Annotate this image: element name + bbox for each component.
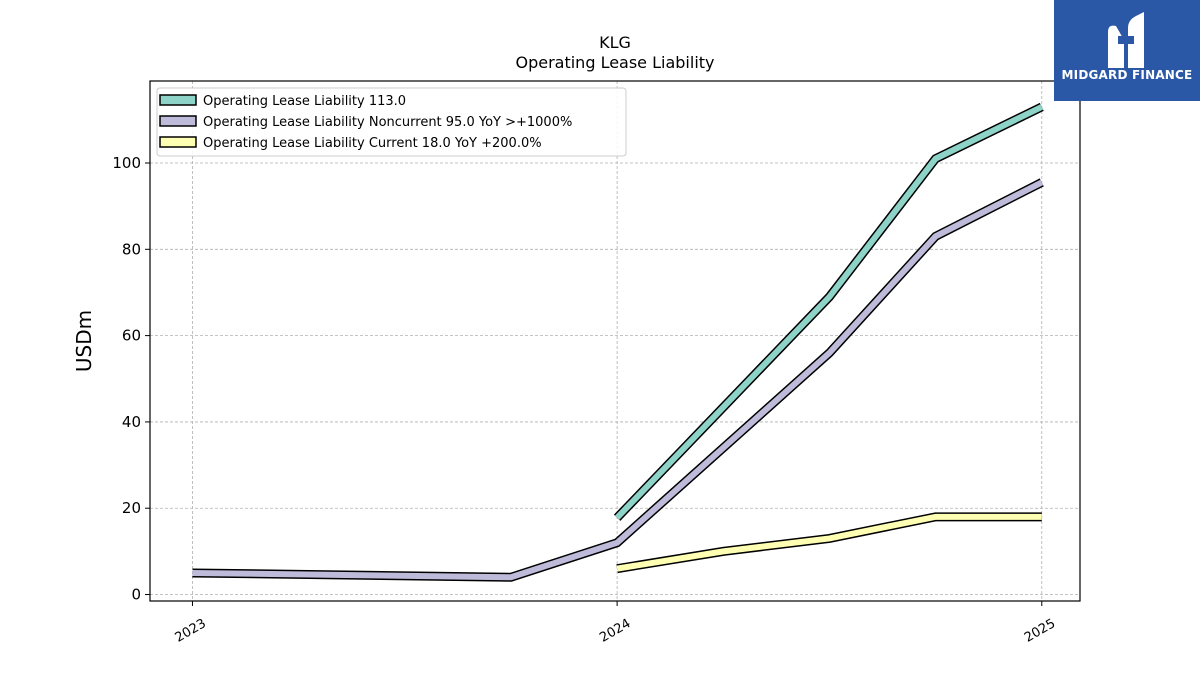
y-tick-label: 80 <box>122 240 141 258</box>
y-axis: 0 20 40 60 80 100 <box>112 154 150 604</box>
y-tick-label: 0 <box>131 586 141 604</box>
chart-title: KLG <box>599 33 631 52</box>
plot-frame <box>149 80 1081 602</box>
series-1 <box>192 178 1044 582</box>
series-line <box>616 513 1042 572</box>
legend-entry: Operating Lease Liability Noncurrent 95.… <box>159 115 572 130</box>
series-line-outline <box>613 102 1044 521</box>
y-tick-label: 100 <box>112 154 141 172</box>
x-tick-label: 2025 <box>1022 616 1058 646</box>
legend-box <box>156 87 627 157</box>
legend: Operating Lease Liability 113.0 Operating… <box>156 87 627 157</box>
legend-swatch <box>159 136 197 148</box>
legend-entry: Operating Lease Liability Current 18.0 Y… <box>159 136 542 151</box>
legend-label: Operating Lease Liability 113.0 <box>203 94 406 109</box>
legend-label: Operating Lease Liability Current 18.0 Y… <box>203 136 542 151</box>
x-axis: 2023 2024 2025 <box>173 601 1058 646</box>
legend-swatch <box>159 94 197 106</box>
legend-entry: Operating Lease Liability 113.0 <box>159 94 406 109</box>
grid <box>150 81 1080 601</box>
x-tick-label: 2024 <box>597 616 633 646</box>
logo-mark-icon <box>1108 12 1144 69</box>
y-tick-label: 40 <box>122 413 141 431</box>
logo-text: MIDGARD FINANCE <box>1061 68 1193 82</box>
brand-logo: MIDGARD FINANCE <box>1054 0 1200 101</box>
y-tick-label: 60 <box>122 327 141 345</box>
legend-swatch <box>159 115 197 127</box>
y-tick-label: 20 <box>122 499 141 517</box>
legend-label: Operating Lease Liability Noncurrent 95.… <box>203 115 572 130</box>
chart-subtitle: Operating Lease Liability <box>515 53 714 72</box>
series-line <box>192 179 1044 581</box>
series-lines <box>192 102 1044 582</box>
series-0 <box>613 102 1044 521</box>
y-axis-label: USDm <box>72 310 96 372</box>
x-tick-label: 2023 <box>173 616 209 646</box>
series-2 <box>616 512 1042 574</box>
series-line <box>614 104 1044 520</box>
